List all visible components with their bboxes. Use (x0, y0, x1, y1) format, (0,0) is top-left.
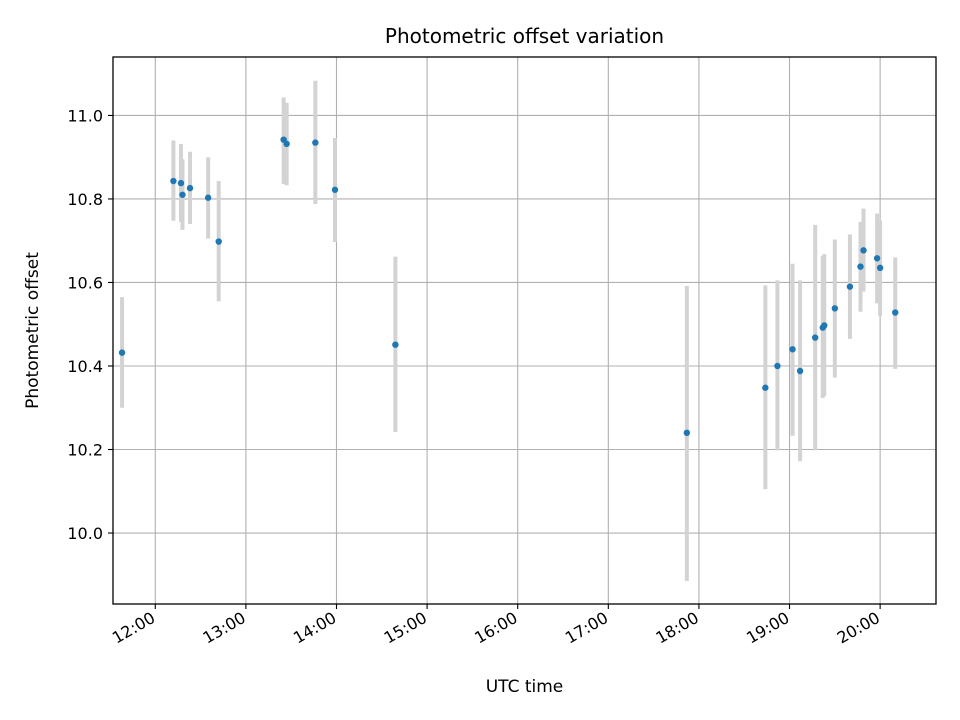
data-point (392, 341, 399, 348)
y-tick-labels: 10.0 10.2 10.4 10.6 10.8 11.0 (67, 106, 103, 543)
data-point (857, 263, 864, 270)
data-point (215, 238, 222, 245)
data-point (846, 283, 854, 290)
plot-frame (112, 56, 937, 605)
data-point (860, 247, 867, 254)
y-tick-label: 11.0 (67, 106, 103, 125)
data-points (118, 136, 899, 437)
data-point (170, 177, 177, 185)
data-point (811, 334, 819, 341)
data-point (796, 367, 804, 375)
data-point (177, 179, 185, 187)
data-point (873, 255, 881, 262)
data-point (331, 186, 339, 193)
y-axis-label: Photometric offset (23, 252, 43, 409)
data-point (283, 140, 290, 148)
data-point (821, 322, 828, 329)
data-point (892, 309, 899, 316)
data-point (762, 384, 769, 391)
data-point (204, 194, 212, 201)
y-tick-label: 10.8 (67, 190, 103, 209)
chart-title: Photometric offset variation (385, 24, 664, 48)
data-point (118, 349, 126, 356)
y-tick-label: 10.0 (67, 524, 103, 543)
data-point (876, 264, 884, 272)
data-point (683, 429, 691, 437)
data-point (774, 362, 781, 370)
y-tick-label: 10.2 (67, 441, 103, 460)
data-point (312, 139, 319, 146)
y-tick-label: 10.6 (67, 273, 103, 292)
data-point (789, 346, 796, 353)
ticks (108, 114, 881, 609)
data-point (179, 191, 186, 198)
x-axis-label: UTC time (486, 677, 564, 697)
data-point (186, 184, 194, 192)
data-point (831, 305, 839, 312)
y-tick-label: 10.4 (67, 357, 103, 376)
